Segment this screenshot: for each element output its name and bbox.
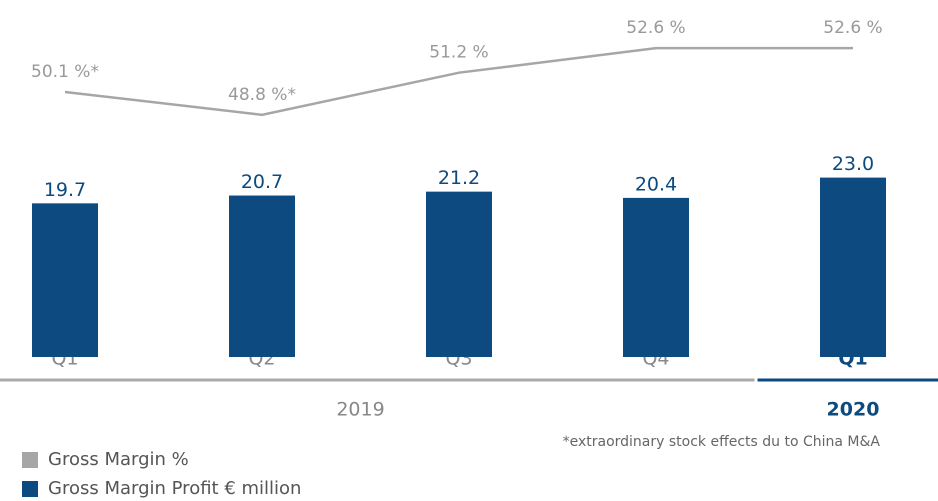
line-value-label: 52.6 % [823, 18, 882, 38]
line-value-label: 52.6 % [626, 18, 685, 38]
group-label: 2019 [336, 399, 384, 421]
bar-value-label: 20.7 [241, 171, 283, 193]
legend-label: Gross Margin % [48, 449, 189, 470]
bar [820, 177, 886, 357]
line [64, 46, 853, 117]
line-value-label: 48.8 %* [228, 85, 296, 105]
bar [426, 191, 492, 357]
group-label: 2020 [827, 399, 880, 421]
bar-value-label: 20.4 [635, 173, 677, 195]
line-value-label: 50.1 %* [31, 62, 99, 82]
legend-swatch [22, 481, 38, 497]
bar-value-label: 19.7 [44, 179, 86, 201]
legend-label: Gross Margin Profit € million [48, 478, 301, 499]
bar [229, 195, 295, 357]
legend-swatch [22, 452, 38, 468]
bar [623, 197, 689, 357]
bar-value-label: 21.2 [438, 167, 480, 189]
footnote: *extraordinary stock effects du to China… [563, 434, 881, 450]
line-value-label: 51.2 % [429, 43, 488, 63]
bar [32, 203, 98, 357]
bar-value-label: 23.0 [832, 153, 874, 175]
